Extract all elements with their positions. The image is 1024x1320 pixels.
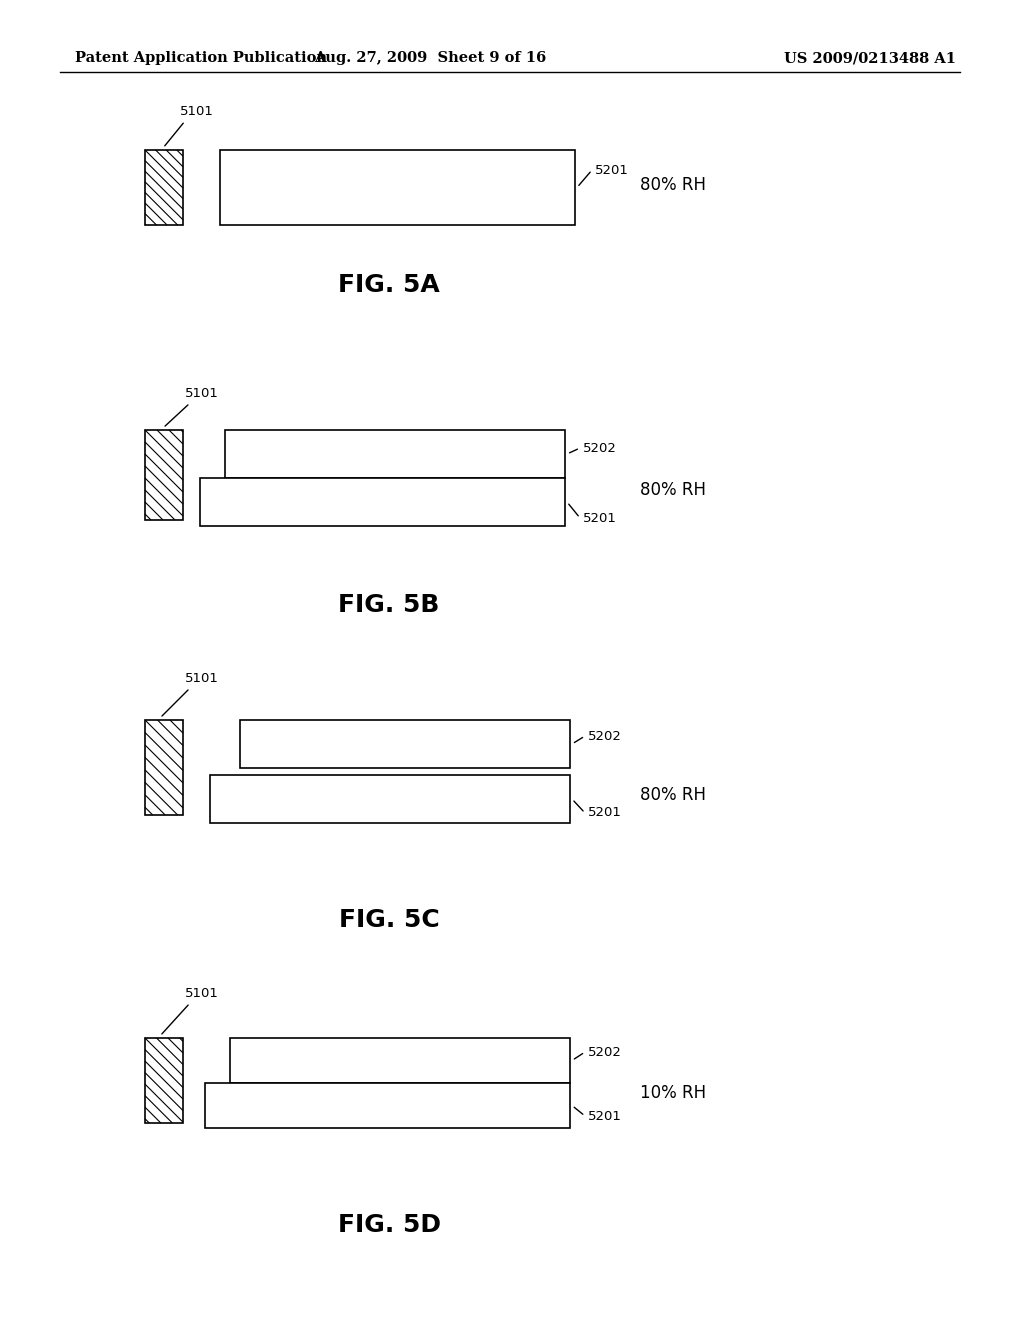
Text: 10% RH: 10% RH <box>640 1084 707 1102</box>
Text: FIG. 5B: FIG. 5B <box>339 593 439 616</box>
Bar <box>145 150 183 224</box>
Bar <box>200 478 565 525</box>
Bar <box>225 430 565 478</box>
Text: 5202: 5202 <box>588 1045 622 1059</box>
Text: 5201: 5201 <box>595 164 629 177</box>
Text: 80% RH: 80% RH <box>640 785 706 804</box>
Text: FIG. 5D: FIG. 5D <box>338 1213 440 1237</box>
Text: 5202: 5202 <box>588 730 622 742</box>
Text: 5101: 5101 <box>185 987 219 1001</box>
Text: 80% RH: 80% RH <box>640 480 706 499</box>
Bar <box>145 1038 183 1123</box>
Text: 80% RH: 80% RH <box>640 176 706 194</box>
Bar <box>210 775 570 822</box>
Text: 5101: 5101 <box>185 672 219 685</box>
Text: 5201: 5201 <box>588 807 622 820</box>
Bar <box>220 150 575 224</box>
Text: Aug. 27, 2009  Sheet 9 of 16: Aug. 27, 2009 Sheet 9 of 16 <box>314 51 546 65</box>
Text: 5201: 5201 <box>588 1110 622 1122</box>
Text: 5201: 5201 <box>583 511 616 524</box>
Text: FIG. 5C: FIG. 5C <box>339 908 439 932</box>
Bar <box>145 430 183 520</box>
Text: 5101: 5101 <box>185 387 219 400</box>
Bar <box>145 719 183 814</box>
Text: FIG. 5A: FIG. 5A <box>338 273 440 297</box>
Text: US 2009/0213488 A1: US 2009/0213488 A1 <box>784 51 956 65</box>
Text: Patent Application Publication: Patent Application Publication <box>75 51 327 65</box>
Bar <box>205 1082 570 1129</box>
Bar <box>230 1038 570 1082</box>
Text: 5202: 5202 <box>583 441 616 454</box>
Bar <box>240 719 570 768</box>
Text: 5101: 5101 <box>180 106 214 117</box>
